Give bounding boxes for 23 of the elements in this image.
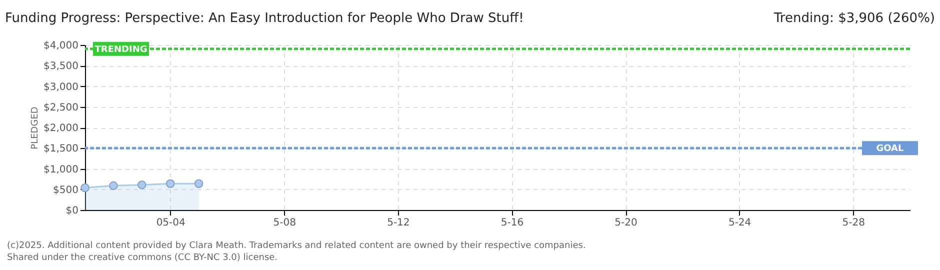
y-tick-label: $0 bbox=[66, 206, 78, 216]
chart-title: Funding Progress: Perspective: An Easy Introduction for People Who Draw Stuff! bbox=[5, 11, 524, 26]
chart-subtitle: Trending: $3,906 (260%) bbox=[772, 11, 935, 26]
y-tick-label: $4,000 bbox=[44, 40, 78, 52]
x-tick-label: 5-24 bbox=[728, 218, 752, 228]
ref-line-label: TRENDING bbox=[94, 44, 148, 55]
y-axis-title: PLEDGED bbox=[30, 106, 41, 150]
y-tick-label: $3,500 bbox=[44, 61, 78, 72]
y-tick-label: $2,500 bbox=[44, 102, 78, 114]
x-tick-label: 5-20 bbox=[614, 218, 638, 228]
x-tick-label: 05-04 bbox=[156, 218, 186, 228]
x-tick-label: 5-08 bbox=[273, 218, 296, 228]
y-tick-label: $1,500 bbox=[44, 144, 78, 155]
y-tick-label: $1,000 bbox=[44, 164, 78, 176]
y-tick-label: $3,000 bbox=[44, 82, 78, 93]
text: (c)2025. Additional content provided by Clara Meath. Trademarks and related content are owned by their respective companies. bbox=[7, 241, 586, 251]
ref-line-label: GOAL bbox=[876, 144, 904, 154]
y-tick-label: $2,000 bbox=[44, 123, 78, 134]
x-tick-label: 5-28 bbox=[842, 218, 865, 228]
x-tick-label: 5-16 bbox=[500, 218, 524, 228]
y-tick-label: $500 bbox=[53, 184, 78, 196]
x-tick-label: 5-12 bbox=[387, 218, 410, 228]
text: Shared under the creative commons (CC BY-NC 3.0) license. bbox=[7, 253, 278, 263]
